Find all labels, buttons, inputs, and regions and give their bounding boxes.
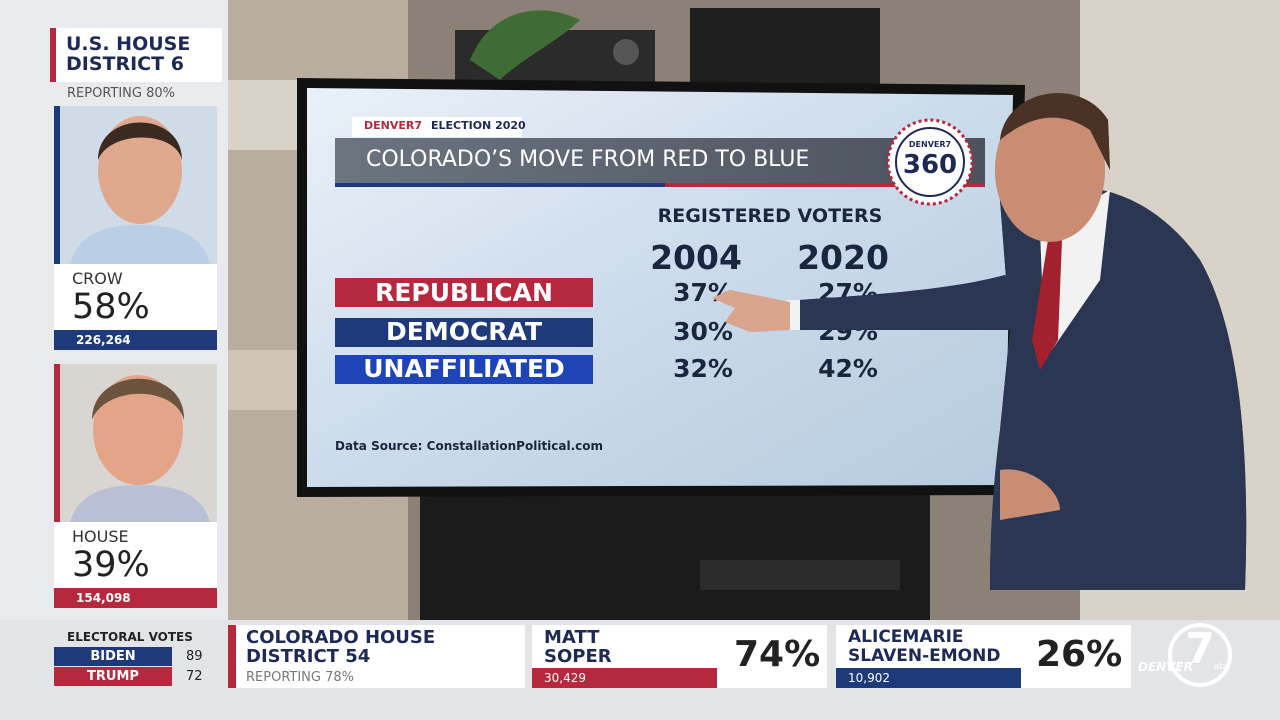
brand-tag-text: ELECTION 2020	[431, 119, 526, 132]
photo-shirt	[70, 485, 210, 522]
candidate-percent: 58%	[72, 287, 150, 327]
candidate-accent	[54, 364, 60, 522]
candidate-votes: 10,902	[848, 671, 890, 685]
candidate-votes: 30,429	[544, 671, 586, 685]
logo-network: abc	[1214, 662, 1231, 672]
frame	[228, 350, 303, 410]
brand: DENVER7	[364, 119, 423, 132]
votes-bar	[836, 668, 1021, 688]
ev-title: ELECTORAL VOTES	[67, 630, 193, 644]
ev-votes: 89	[186, 649, 203, 664]
presenter-hair	[1000, 93, 1110, 170]
row-value: 32%	[673, 354, 733, 383]
candidate-name: CROW	[72, 269, 123, 288]
ev-bar	[54, 647, 172, 666]
row-label-box	[335, 355, 593, 384]
plant	[470, 10, 580, 80]
column-header: 2004	[650, 238, 742, 277]
photo-face	[98, 116, 182, 224]
photo-shirt	[70, 225, 210, 264]
row-label: DEMOCRAT	[385, 317, 543, 346]
votes-bar	[532, 668, 717, 688]
logo-name: DENVER	[1138, 660, 1193, 674]
presenter-tie	[1032, 240, 1062, 370]
candidate-votes: 226,264	[76, 333, 131, 347]
photo-hair	[98, 122, 182, 160]
ev-votes: 72	[186, 669, 203, 684]
presenter-head	[995, 98, 1105, 242]
presenter-hand	[712, 290, 790, 332]
photo-face	[93, 375, 183, 485]
votes-bar	[54, 330, 217, 350]
race-title: U.S. HOUSE DISTRICT 6	[66, 33, 191, 75]
race-accent	[228, 625, 236, 688]
presenter	[712, 93, 1247, 590]
badge-inner	[895, 127, 965, 197]
title-bar	[335, 138, 985, 184]
candidate-name: ALICEMARIE SLAVEN-EMOND	[848, 627, 1001, 666]
candidate-percent: 39%	[72, 545, 150, 585]
presenter-suit	[990, 186, 1247, 590]
ev-bar	[54, 667, 172, 686]
candidate-accent	[54, 106, 60, 264]
data-source: Data Source: ConstallationPolitical.com	[335, 439, 604, 453]
candidate-name: HOUSE	[72, 527, 129, 546]
cabinet	[420, 495, 930, 620]
device	[700, 560, 900, 590]
badge-brand: DENVER7	[908, 140, 952, 149]
tv-screen	[307, 88, 1013, 487]
screen-title: COLORADO’S MOVE FROM RED TO BLUE	[366, 147, 810, 172]
row-value: 42%	[818, 354, 878, 383]
ev-name: BIDEN	[90, 649, 136, 664]
table-heading: REGISTERED VOTERS	[657, 205, 883, 227]
candidate-percent: 26%	[1036, 634, 1123, 675]
row-label-box	[335, 278, 593, 307]
knob	[613, 39, 639, 65]
brand-tag	[352, 117, 522, 137]
column-header: 2020	[797, 238, 889, 277]
photo-hair	[92, 378, 185, 420]
reporting: REPORTING 78%	[246, 670, 355, 685]
race-header-accent	[50, 28, 56, 82]
shelf	[228, 80, 303, 150]
presenter-arm	[790, 275, 1030, 330]
logo-ring	[1168, 623, 1232, 687]
stereo	[690, 8, 880, 86]
row-label: UNAFFILIATED	[363, 354, 565, 383]
ev-name: TRUMP	[87, 669, 139, 684]
race-header-box	[50, 28, 222, 82]
candidate-votes: 154,098	[76, 591, 131, 605]
votes-bar	[54, 588, 217, 608]
reporting: REPORTING 80%	[67, 86, 176, 101]
race-title: COLORADO HOUSE DISTRICT 54	[246, 627, 436, 667]
title-underline-blue	[335, 183, 665, 187]
badge-number: 360	[902, 150, 958, 180]
row-value: 30%	[673, 317, 733, 346]
race-box	[228, 625, 525, 688]
presenter-hand	[1000, 469, 1060, 520]
title-underline-red	[665, 183, 985, 187]
logo-number: 7	[1185, 624, 1215, 673]
candidate-name: MATT SOPER	[544, 627, 612, 667]
row-label-box	[335, 318, 593, 347]
candidate-percent: 74%	[734, 634, 821, 675]
row-label: REPUBLICAN	[375, 278, 553, 307]
